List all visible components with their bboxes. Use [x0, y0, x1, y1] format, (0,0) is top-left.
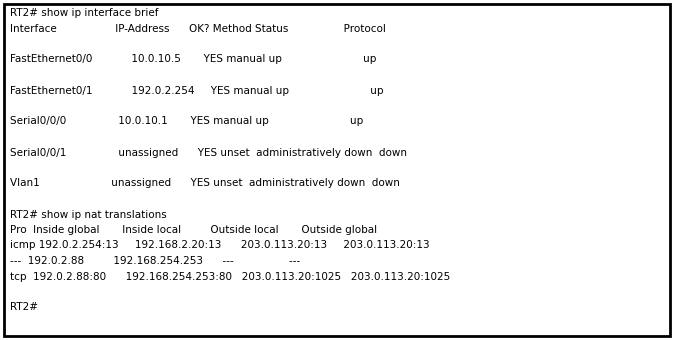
Text: RT2#: RT2# — [10, 303, 38, 312]
Text: Serial0/0/0                10.0.10.1       YES manual up                        : Serial0/0/0 10.0.10.1 YES manual up — [10, 117, 363, 126]
Text: RT2# show ip nat translations: RT2# show ip nat translations — [10, 209, 166, 220]
Text: Serial0/0/1                unassigned      YES unset  administratively down  dow: Serial0/0/1 unassigned YES unset adminis… — [10, 148, 407, 157]
Text: Vlan1                      unassigned      YES unset  administratively down  dow: Vlan1 unassigned YES unset administrativ… — [10, 178, 400, 188]
Text: Interface                  IP-Address      OK? Method Status                 Pro: Interface IP-Address OK? Method Status P… — [10, 23, 386, 34]
Text: ---  192.0.2.88         192.168.254.253      ---                 ---: --- 192.0.2.88 192.168.254.253 --- --- — [10, 256, 300, 266]
Text: Pro  Inside global       Inside local         Outside local       Outside global: Pro Inside global Inside local Outside l… — [10, 225, 377, 235]
Text: tcp  192.0.2.88:80      192.168.254.253:80   203.0.113.20:1025   203.0.113.20:10: tcp 192.0.2.88:80 192.168.254.253:80 203… — [10, 272, 450, 282]
Text: icmp 192.0.2.254:13     192.168.2.20:13      203.0.113.20:13     203.0.113.20:13: icmp 192.0.2.254:13 192.168.2.20:13 203.… — [10, 240, 429, 251]
Text: FastEthernet0/1            192.0.2.254     YES manual up                        : FastEthernet0/1 192.0.2.254 YES manual u… — [10, 85, 384, 96]
Text: RT2# show ip interface brief: RT2# show ip interface brief — [10, 8, 158, 18]
Text: FastEthernet0/0            10.0.10.5       YES manual up                        : FastEthernet0/0 10.0.10.5 YES manual up — [10, 54, 376, 65]
